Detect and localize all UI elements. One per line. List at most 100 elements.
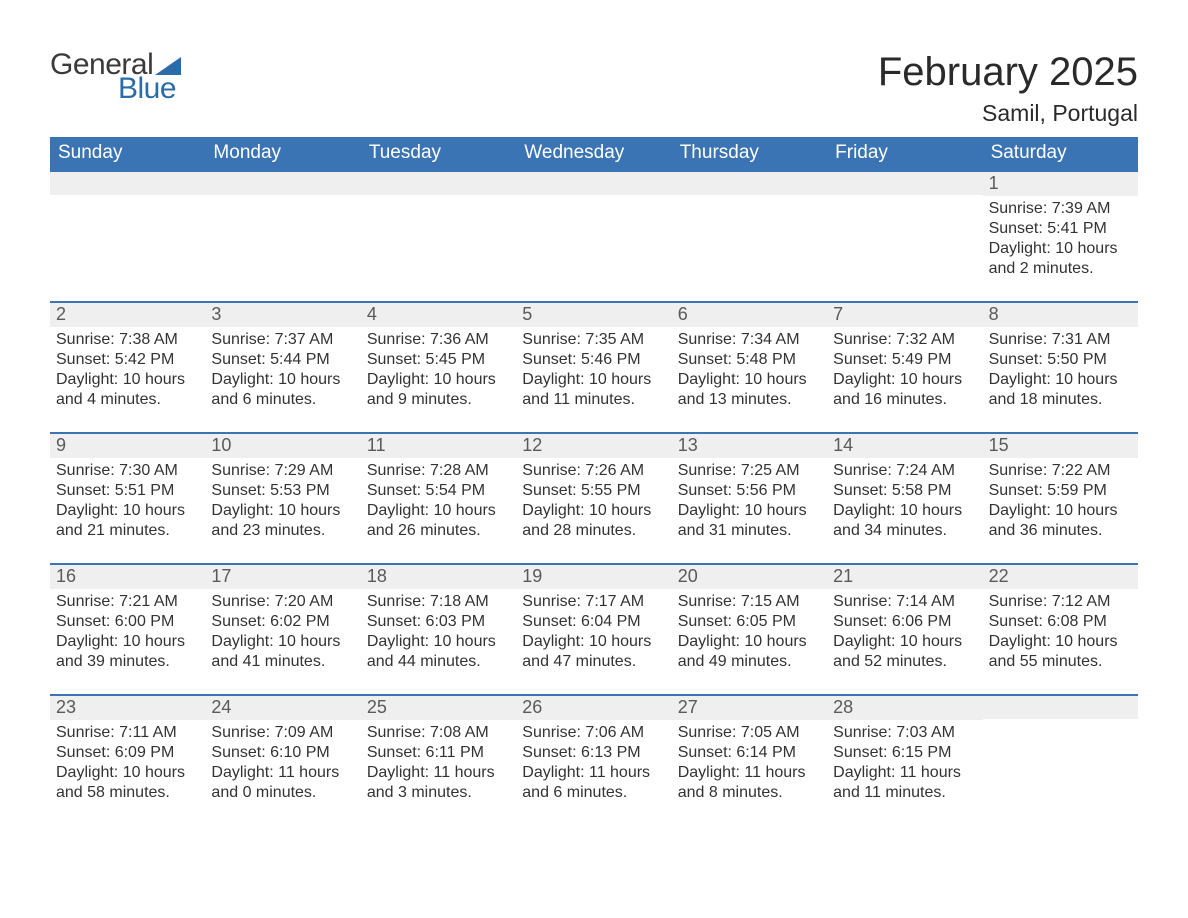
day-cell: 3Sunrise: 7:37 AMSunset: 5:44 PMDaylight…	[205, 301, 360, 410]
daylight-line: Daylight: 10 hours and 6 minutes.	[211, 370, 354, 410]
weekday-label: Wednesday	[516, 137, 671, 170]
day-body: Sunrise: 7:20 AMSunset: 6:02 PMDaylight:…	[207, 592, 354, 672]
day-number: 2	[56, 304, 66, 324]
day-number-row: 6	[672, 301, 827, 327]
sunrise-line: Sunrise: 7:31 AM	[989, 330, 1132, 350]
sunset-line: Sunset: 6:15 PM	[833, 743, 976, 763]
daylight-line: Daylight: 10 hours and 55 minutes.	[989, 632, 1132, 672]
sunset-line: Sunset: 6:11 PM	[367, 743, 510, 763]
day-number: 26	[522, 697, 542, 717]
day-cell: 28Sunrise: 7:03 AMSunset: 6:15 PMDayligh…	[827, 694, 982, 803]
day-number-row: 27	[672, 694, 827, 720]
day-number-row: 15	[983, 432, 1138, 458]
empty-day-cell	[50, 170, 205, 279]
day-number: 23	[56, 697, 76, 717]
day-body: Sunrise: 7:31 AMSunset: 5:50 PMDaylight:…	[985, 330, 1132, 410]
title-block: February 2025 Samil, Portugal	[878, 50, 1138, 127]
sunset-line: Sunset: 6:09 PM	[56, 743, 199, 763]
sunset-line: Sunset: 5:46 PM	[522, 350, 665, 370]
day-cell: 13Sunrise: 7:25 AMSunset: 5:56 PMDayligh…	[672, 432, 827, 541]
empty-day-cell	[983, 694, 1138, 803]
daylight-line: Daylight: 10 hours and 31 minutes.	[678, 501, 821, 541]
calendar: SundayMondayTuesdayWednesdayThursdayFrid…	[50, 137, 1138, 803]
sunrise-line: Sunrise: 7:32 AM	[833, 330, 976, 350]
weekday-label: Saturday	[983, 137, 1138, 170]
day-body: Sunrise: 7:06 AMSunset: 6:13 PMDaylight:…	[518, 723, 665, 803]
page: General Blue February 2025 Samil, Portug…	[0, 0, 1188, 833]
day-number: 19	[522, 566, 542, 586]
day-cell: 15Sunrise: 7:22 AMSunset: 5:59 PMDayligh…	[983, 432, 1138, 541]
sunset-line: Sunset: 6:10 PM	[211, 743, 354, 763]
day-body: Sunrise: 7:34 AMSunset: 5:48 PMDaylight:…	[674, 330, 821, 410]
sunset-line: Sunset: 5:54 PM	[367, 481, 510, 501]
sunset-line: Sunset: 5:41 PM	[989, 219, 1132, 239]
logo-word-blue: Blue	[118, 74, 181, 104]
day-number: 17	[211, 566, 231, 586]
day-number-row: 18	[361, 563, 516, 589]
day-number-row: 10	[205, 432, 360, 458]
sunset-line: Sunset: 6:14 PM	[678, 743, 821, 763]
empty-day-strip	[361, 170, 516, 195]
sunrise-line: Sunrise: 7:26 AM	[522, 461, 665, 481]
day-number-row: 16	[50, 563, 205, 589]
day-body: Sunrise: 7:29 AMSunset: 5:53 PMDaylight:…	[207, 461, 354, 541]
day-cell: 22Sunrise: 7:12 AMSunset: 6:08 PMDayligh…	[983, 563, 1138, 672]
day-number-row: 8	[983, 301, 1138, 327]
day-body: Sunrise: 7:37 AMSunset: 5:44 PMDaylight:…	[207, 330, 354, 410]
daylight-line: Daylight: 10 hours and 21 minutes.	[56, 501, 199, 541]
empty-day-strip	[205, 170, 360, 195]
week-row: 1 Sunrise: 7:39 AMSunset: 5:41 PMDaylight…	[50, 170, 1138, 279]
day-cell: 27Sunrise: 7:05 AMSunset: 6:14 PMDayligh…	[672, 694, 827, 803]
sunset-line: Sunset: 5:48 PM	[678, 350, 821, 370]
day-number: 22	[989, 566, 1009, 586]
day-number: 27	[678, 697, 698, 717]
day-number: 13	[678, 435, 698, 455]
sunset-line: Sunset: 5:51 PM	[56, 481, 199, 501]
day-cell: 9 Sunrise: 7:30 AMSunset: 5:51 PMDaylight…	[50, 432, 205, 541]
day-body: Sunrise: 7:35 AMSunset: 5:46 PMDaylight:…	[518, 330, 665, 410]
day-body: Sunrise: 7:30 AMSunset: 5:51 PMDaylight:…	[52, 461, 199, 541]
day-cell: 14Sunrise: 7:24 AMSunset: 5:58 PMDayligh…	[827, 432, 982, 541]
sunrise-line: Sunrise: 7:20 AM	[211, 592, 354, 612]
day-number-row: 12	[516, 432, 671, 458]
sunrise-line: Sunrise: 7:18 AM	[367, 592, 510, 612]
day-cell: 6 Sunrise: 7:34 AMSunset: 5:48 PMDaylight…	[672, 301, 827, 410]
day-body: Sunrise: 7:39 AMSunset: 5:41 PMDaylight:…	[985, 199, 1132, 279]
empty-day-cell	[827, 170, 982, 279]
daylight-line: Daylight: 10 hours and 26 minutes.	[367, 501, 510, 541]
sunrise-line: Sunrise: 7:35 AM	[522, 330, 665, 350]
day-cell: 12Sunrise: 7:26 AMSunset: 5:55 PMDayligh…	[516, 432, 671, 541]
day-cell: 4Sunrise: 7:36 AMSunset: 5:45 PMDaylight…	[361, 301, 516, 410]
day-number-row: 5	[516, 301, 671, 327]
sunset-line: Sunset: 6:03 PM	[367, 612, 510, 632]
day-number-row: 13	[672, 432, 827, 458]
weekday-label: Friday	[827, 137, 982, 170]
day-number-row: 28	[827, 694, 982, 720]
sunset-line: Sunset: 6:06 PM	[833, 612, 976, 632]
day-number: 1	[989, 173, 999, 193]
daylight-line: Daylight: 11 hours and 6 minutes.	[522, 763, 665, 803]
empty-day-cell	[672, 170, 827, 279]
daylight-line: Daylight: 10 hours and 39 minutes.	[56, 632, 199, 672]
day-number: 18	[367, 566, 387, 586]
day-number-row: 22	[983, 563, 1138, 589]
day-body: Sunrise: 7:24 AMSunset: 5:58 PMDaylight:…	[829, 461, 976, 541]
header: General Blue February 2025 Samil, Portug…	[50, 50, 1138, 127]
day-number: 11	[367, 435, 386, 455]
day-body: Sunrise: 7:15 AMSunset: 6:05 PMDaylight:…	[674, 592, 821, 672]
sunrise-line: Sunrise: 7:25 AM	[678, 461, 821, 481]
day-number: 21	[833, 566, 853, 586]
day-cell: 5 Sunrise: 7:35 AMSunset: 5:46 PMDaylight…	[516, 301, 671, 410]
week-row: 16Sunrise: 7:21 AMSunset: 6:00 PMDayligh…	[50, 563, 1138, 672]
day-number: 9	[56, 435, 66, 455]
day-number: 20	[678, 566, 698, 586]
empty-day-cell	[516, 170, 671, 279]
sunrise-line: Sunrise: 7:05 AM	[678, 723, 821, 743]
sunrise-line: Sunrise: 7:06 AM	[522, 723, 665, 743]
daylight-line: Daylight: 10 hours and 36 minutes.	[989, 501, 1132, 541]
empty-day-cell	[361, 170, 516, 279]
day-body: Sunrise: 7:17 AMSunset: 6:04 PMDaylight:…	[518, 592, 665, 672]
sunrise-line: Sunrise: 7:08 AM	[367, 723, 510, 743]
week-row: 2Sunrise: 7:38 AMSunset: 5:42 PMDaylight…	[50, 301, 1138, 410]
empty-day-cell	[205, 170, 360, 279]
